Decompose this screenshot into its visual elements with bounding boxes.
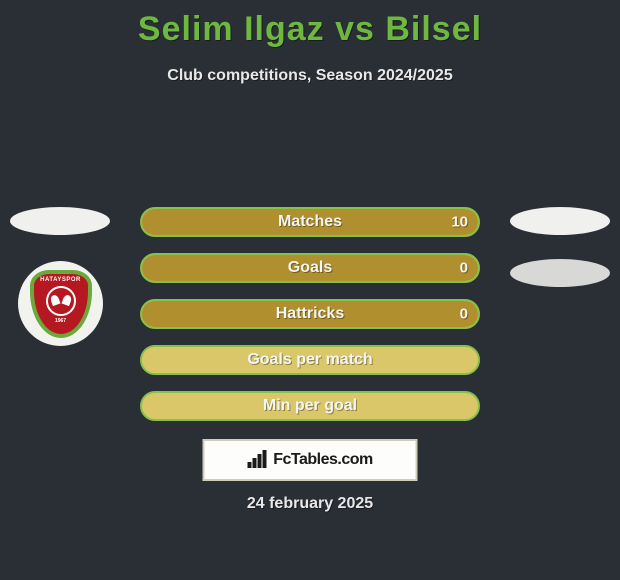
stat-bar: Hattricks0 [140, 299, 480, 329]
club-shield: HATAYSPOR 1967 [30, 270, 92, 338]
comparison-title: Selim Ilgaz vs Bilsel [0, 0, 620, 49]
club-emblem-icon [46, 286, 76, 316]
club-year: 1967 [55, 318, 66, 324]
stat-bar-fill-right [142, 255, 478, 281]
player-left-avatar-placeholder [10, 207, 110, 235]
club-name: HATAYSPOR [40, 277, 81, 283]
player-right-club-placeholder [510, 259, 610, 287]
bar-chart-icon [247, 452, 267, 468]
stat-bars: Matches10 Goals0 Hattricks0 Goals per match… [140, 207, 480, 437]
snapshot-date: 24 february 2025 [0, 495, 620, 513]
stat-bar-label: Min per goal [142, 397, 478, 415]
stat-bar: Min per goal [140, 391, 480, 421]
comparison-subtitle: Club competitions, Season 2024/2025 [0, 67, 620, 85]
stat-bar: Goals0 [140, 253, 480, 283]
stat-bar-label: Goals per match [142, 351, 478, 369]
player-right-avatar-placeholder [510, 207, 610, 235]
stat-bar-fill-right [142, 209, 478, 235]
stat-bar: Matches10 [140, 207, 480, 237]
stat-bar: Goals per match [140, 345, 480, 375]
stat-bar-fill-right [142, 301, 478, 327]
fctables-watermark[interactable]: FcTables.com [203, 439, 418, 481]
player-left-club-badge: HATAYSPOR 1967 [18, 261, 103, 346]
fctables-label: FcTables.com [273, 451, 373, 469]
